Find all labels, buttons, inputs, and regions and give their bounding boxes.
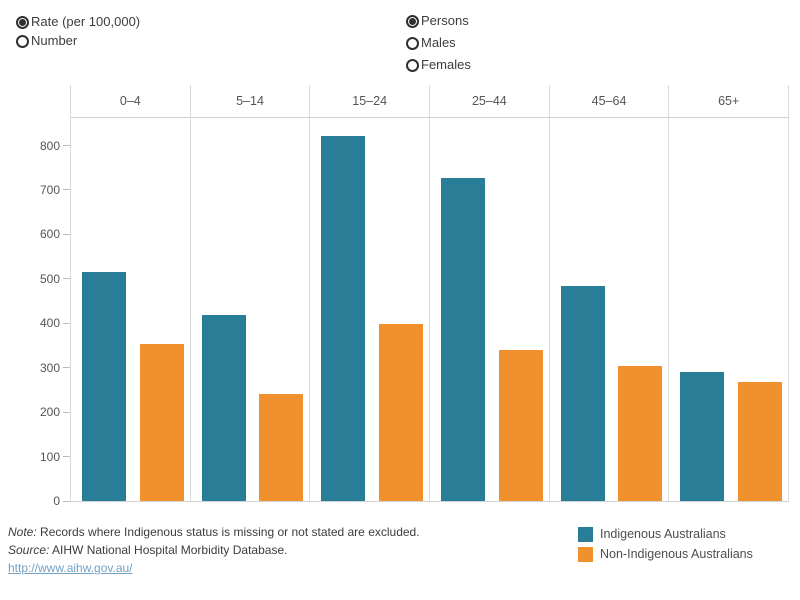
radio-unselected-icon[interactable]	[406, 58, 419, 72]
source-text: AIHW National Hospital Morbidity Databas…	[49, 543, 288, 557]
column-header: 65+	[669, 85, 789, 118]
y-axis-tick: 300	[40, 361, 70, 375]
y-tick-label: 300	[39, 360, 60, 375]
radio-selected-icon[interactable]	[406, 14, 419, 28]
radio-option-rate-label: Rate (per 100,000)	[31, 14, 141, 29]
measure-radio-group: Rate (per 100,000) Number	[16, 14, 140, 52]
legend-swatch-icon	[578, 527, 593, 542]
source-line: Source: AIHW National Hospital Morbidity…	[8, 541, 420, 559]
radio-option-males[interactable]: Males	[406, 35, 471, 51]
tick-mark	[63, 189, 70, 191]
bar-indigenous[interactable]	[560, 286, 605, 501]
legend-item[interactable]: Non-Indigenous Australians	[578, 547, 753, 562]
column-plot	[191, 118, 310, 501]
radio-unselected-icon[interactable]	[406, 36, 419, 50]
note-text: Records where Indigenous status is missi…	[36, 525, 420, 539]
bar-indigenous[interactable]	[441, 177, 486, 501]
bar-chart: 0 100 200 300 400 500 600 700 800 0–4 5–14 15–24 25…	[0, 85, 800, 508]
y-tick-label: 400	[39, 316, 60, 331]
source-link[interactable]: http://www.aihw.gov.au/	[8, 561, 133, 575]
bar-non-indigenous[interactable]	[738, 382, 783, 501]
y-tick-label: 700	[39, 182, 60, 197]
legend-label: Indigenous Australians	[600, 527, 726, 541]
legend-label: Non-Indigenous Australians	[600, 547, 753, 561]
tick-mark	[63, 145, 70, 147]
plot-area: 0–4 5–14 15–24 25–44 45–64 65+	[70, 85, 790, 502]
source-prefix: Source:	[8, 543, 50, 557]
column-header: 0–4	[71, 85, 190, 118]
radio-option-females-label: Females	[421, 57, 471, 72]
column-plot	[430, 118, 549, 501]
bar-indigenous[interactable]	[321, 135, 366, 501]
bar-non-indigenous[interactable]	[139, 344, 184, 501]
age-group-column: 25–44	[430, 85, 550, 501]
y-axis-tick: 600	[40, 227, 70, 241]
chart-notes: Note: Records where Indigenous status is…	[8, 523, 420, 577]
bar-non-indigenous[interactable]	[259, 393, 304, 501]
column-plot	[310, 118, 429, 501]
y-tick-label: 800	[39, 138, 60, 153]
y-tick-label: 600	[39, 227, 60, 242]
column-plot	[550, 118, 669, 501]
age-group-column: 0–4	[71, 85, 191, 501]
y-axis-tick: 800	[40, 139, 70, 153]
legend: Indigenous Australians Non-Indigenous Aus…	[578, 527, 753, 567]
legend-swatch-icon	[578, 547, 593, 562]
y-tick-label: 200	[39, 405, 60, 420]
y-tick-label: 100	[39, 449, 60, 464]
column-plot	[71, 118, 190, 501]
column-header: 15–24	[310, 85, 430, 118]
y-axis-tick: 200	[40, 405, 70, 419]
radio-option-persons-label: Persons	[421, 13, 469, 28]
radio-option-rate[interactable]: Rate (per 100,000)	[16, 14, 140, 30]
tick-mark	[63, 456, 70, 458]
note-prefix: Note:	[8, 525, 37, 539]
y-axis-tick: 0	[53, 494, 70, 508]
age-group-column: 15–24	[310, 85, 431, 501]
tick-mark	[63, 367, 70, 369]
column-header: 5–14	[190, 85, 310, 118]
tick-mark	[63, 500, 70, 502]
bar-indigenous[interactable]	[201, 314, 246, 501]
tick-mark	[63, 278, 70, 280]
radio-unselected-icon[interactable]	[16, 34, 29, 48]
radio-option-number[interactable]: Number	[16, 33, 140, 49]
age-group-column: 5–14	[190, 85, 311, 501]
y-axis-tick: 500	[40, 272, 70, 286]
y-tick-label: 0	[53, 494, 60, 508]
y-tick-label: 500	[39, 271, 60, 286]
radio-option-persons[interactable]: Persons	[406, 13, 471, 29]
y-axis-tick: 700	[40, 183, 70, 197]
sex-radio-group: Persons Males Females	[406, 13, 471, 79]
bar-non-indigenous[interactable]	[618, 366, 663, 501]
age-group-column: 45–64	[549, 85, 670, 501]
age-group-column: 65+	[669, 85, 790, 501]
y-axis: 0 100 200 300 400 500 600 700 800	[0, 118, 70, 508]
tick-mark	[63, 411, 70, 413]
radio-selected-icon[interactable]	[16, 15, 29, 29]
legend-item[interactable]: Indigenous Australians	[578, 527, 753, 542]
tick-mark	[63, 233, 70, 235]
y-axis-tick: 400	[40, 316, 70, 330]
radio-option-females[interactable]: Females	[406, 57, 471, 73]
bar-indigenous[interactable]	[82, 271, 126, 501]
bar-indigenous[interactable]	[680, 372, 725, 501]
bar-non-indigenous[interactable]	[498, 349, 543, 501]
radio-option-males-label: Males	[421, 35, 456, 50]
y-axis-tick: 100	[40, 450, 70, 464]
column-header: 45–64	[549, 85, 669, 118]
bar-non-indigenous[interactable]	[379, 324, 424, 501]
radio-option-number-label: Number	[31, 33, 78, 48]
tick-mark	[63, 322, 70, 324]
column-plot	[669, 118, 788, 501]
note-line: Note: Records where Indigenous status is…	[8, 523, 420, 541]
column-header: 25–44	[430, 85, 549, 118]
